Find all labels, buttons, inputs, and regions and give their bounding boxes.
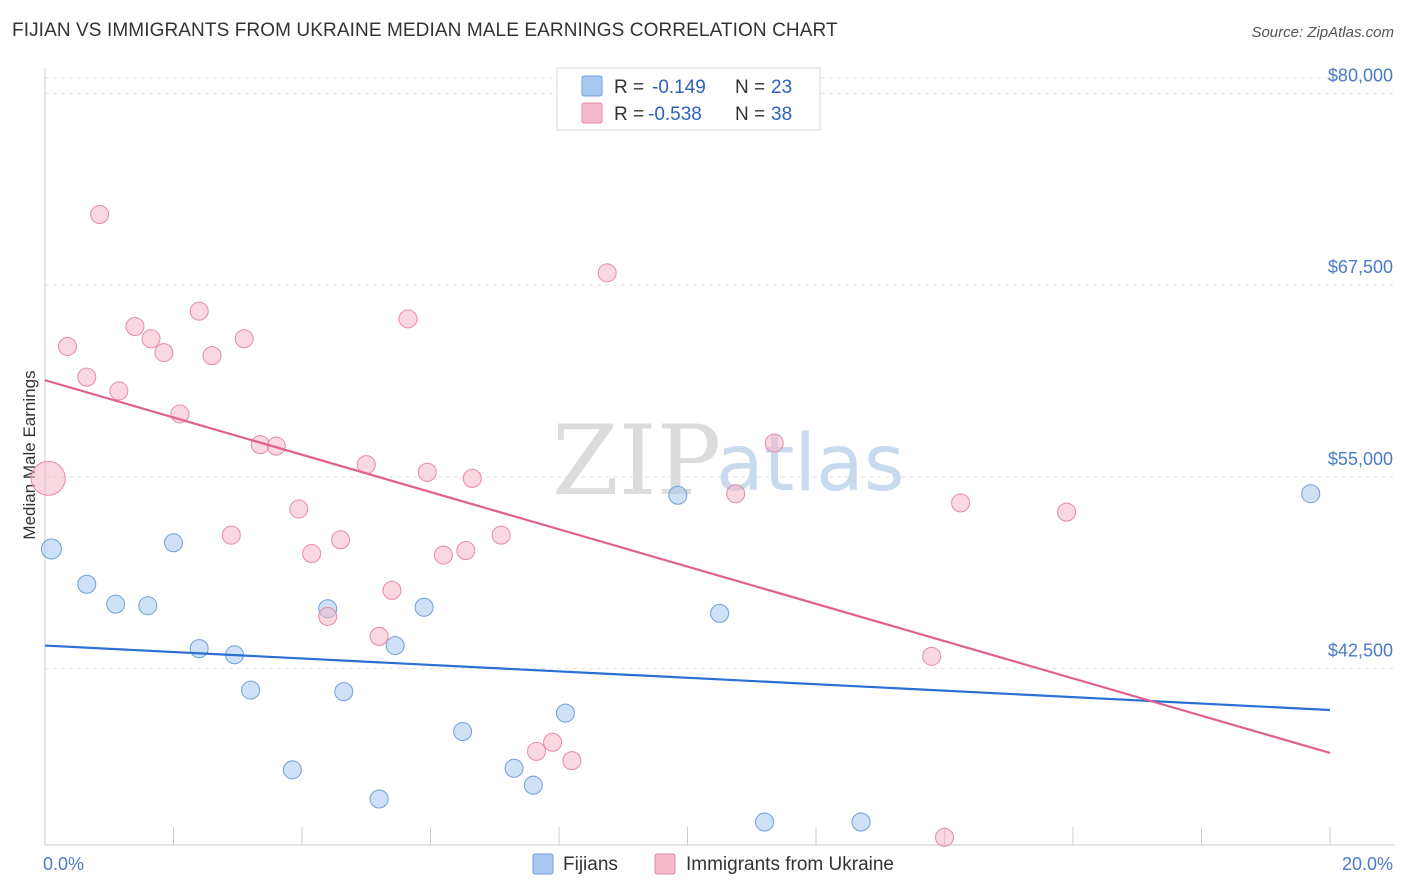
- ukraine-point-22: [398, 309, 418, 329]
- fijians-point-19: [710, 603, 730, 623]
- ukraine-point-30: [562, 751, 582, 771]
- grid-lines: [45, 77, 1395, 670]
- fijians-point-2: [106, 594, 126, 614]
- chart-title: FIJIAN VS IMMIGRANTS FROM UKRAINE MEDIAN…: [12, 20, 838, 41]
- fijians-point-12: [385, 636, 405, 656]
- y-axis-label: Median Male Earnings: [20, 370, 39, 539]
- ukraine-point-34: [922, 646, 942, 666]
- ukraine-point-29: [543, 732, 563, 752]
- series-legend-label-fijians: Fijians: [563, 854, 618, 875]
- ukraine-point-15: [289, 499, 309, 519]
- fijians-point-20: [755, 812, 775, 832]
- ukraine-point-33: [764, 433, 784, 453]
- ukraine-point-20: [369, 626, 389, 646]
- y-tick-label-0: $42,500: [1328, 641, 1393, 661]
- x-tick-label-1: 20.0%: [1342, 854, 1393, 874]
- ukraine-point-16: [302, 544, 322, 564]
- fijians-point-16: [523, 775, 543, 795]
- watermark: ZIP atlas: [552, 405, 905, 517]
- axes: [44, 68, 1395, 846]
- ukraine-point-18: [331, 530, 351, 550]
- fijians-point-13: [414, 597, 434, 617]
- ukraine-point-1: [57, 336, 77, 356]
- fijians-point-18: [668, 485, 688, 505]
- x-tick-label-0: 0.0%: [43, 854, 84, 874]
- ukraine-point-26: [462, 468, 482, 488]
- y-tick-labels: $42,500 $55,000 $67,500 $80,000: [1328, 65, 1393, 660]
- ukraine-point-12: [234, 329, 254, 349]
- trend-lines: [44, 379, 1331, 755]
- fijians-point-7: [241, 680, 261, 700]
- ukraine-point-10: [202, 346, 222, 366]
- fijians-point-22: [1301, 484, 1321, 504]
- legend-swatch-fijians: [581, 75, 603, 97]
- legend-n-value-ukraine: 38: [771, 104, 792, 125]
- fijians-point-21: [851, 812, 871, 832]
- fijians-point-0: [40, 538, 62, 560]
- ukraine-point-9: [189, 301, 209, 321]
- y-tick-label-2: $67,500: [1328, 257, 1393, 277]
- legend-r-label-fijians: R =: [614, 77, 644, 98]
- fijians-trend-line: [44, 644, 1331, 712]
- ukraine-point-31: [597, 263, 617, 283]
- fijians-point-3: [138, 596, 158, 616]
- ukraine-point-21: [382, 580, 402, 600]
- ukraine-point-23: [417, 462, 437, 482]
- ukraine-point-3: [90, 205, 110, 225]
- ukraine-point-17: [318, 606, 338, 626]
- ukraine-point-36: [951, 493, 971, 513]
- watermark-atlas: atlas: [716, 419, 905, 509]
- legend-r-value-fijians: -0.149: [652, 77, 706, 98]
- ukraine-point-24: [433, 545, 453, 565]
- fijians-point-17: [555, 703, 575, 723]
- ukraine-point-5: [125, 317, 145, 337]
- legend-r-value-ukraine: -0.538: [648, 104, 702, 125]
- fijians-point-1: [77, 574, 97, 594]
- ukraine-trend-line: [44, 379, 1331, 755]
- ukraine-point-32: [726, 484, 746, 504]
- ukraine-point-37: [1057, 502, 1077, 522]
- fijians-point-14: [453, 721, 473, 741]
- ukraine-point-35: [935, 827, 954, 847]
- watermark-zip: ZIP: [552, 405, 721, 517]
- ukraine-point-25: [456, 540, 476, 560]
- fijians-point-10: [334, 682, 354, 702]
- ukraine-point-27: [491, 525, 511, 545]
- y-tick-label-1: $55,000: [1328, 449, 1393, 469]
- ukraine-point-4: [109, 381, 129, 401]
- y-tick-label-3: $80,000: [1328, 65, 1393, 85]
- fijians-point-5: [189, 639, 209, 659]
- ukraine-point-11: [221, 525, 241, 545]
- source-credit: Source: ZipAtlas.com: [1251, 24, 1394, 41]
- series-legend-label-ukraine: Immigrants from Ukraine: [686, 854, 894, 875]
- fijians-point-8: [282, 760, 302, 780]
- ukraine-point-0: [30, 460, 66, 496]
- series-legend-swatch-ukraine: [654, 853, 676, 875]
- ukraine-point-6: [141, 329, 161, 349]
- legend-n-label-ukraine: N =: [735, 104, 765, 125]
- x-tick-labels: 0.0% 20.0%: [43, 854, 1393, 874]
- stats-legend: R = -0.149 N = 23 R = -0.538 N = 38: [556, 67, 821, 131]
- ukraine-point-2: [77, 367, 97, 387]
- fijians-point-11: [369, 789, 389, 809]
- fijians-point-15: [504, 758, 524, 778]
- fijians-point-4: [164, 533, 183, 553]
- legend-n-value-fijians: 23: [771, 77, 792, 98]
- data-points: [30, 205, 1321, 847]
- series-legend: Fijians Immigrants from Ukraine: [532, 853, 894, 875]
- ukraine-point-28: [527, 741, 547, 761]
- legend-r-label-ukraine: R =: [614, 104, 644, 125]
- series-legend-swatch-fijians: [532, 853, 554, 875]
- ukraine-point-7: [154, 343, 174, 363]
- legend-n-label-fijians: N =: [735, 77, 765, 98]
- legend-swatch-ukraine: [581, 102, 603, 124]
